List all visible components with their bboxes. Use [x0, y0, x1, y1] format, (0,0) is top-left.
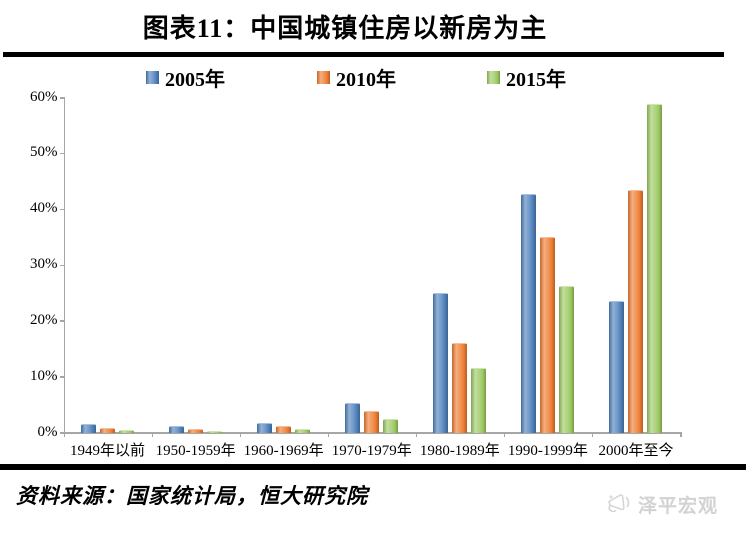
legend-swatch	[317, 70, 330, 84]
legend-label: 2005年	[165, 68, 225, 91]
legend-item-2015年: 2015年	[487, 66, 566, 91]
bar-2015年-1990-1999年	[559, 285, 575, 433]
title-divider-rule	[3, 52, 724, 57]
bar-2015年-1950-1959年	[207, 430, 223, 433]
y-tick	[59, 208, 64, 211]
x-axis-label: 2000年至今	[598, 443, 674, 459]
x-tick	[415, 432, 418, 437]
y-tick	[59, 152, 64, 155]
x-tick	[151, 432, 154, 437]
bar-2015年-1970-1979年	[383, 418, 399, 433]
chart-title: 图表11：中国城镇住房以新房为主	[142, 14, 548, 43]
y-tick	[59, 376, 64, 378]
x-tick	[680, 432, 682, 437]
bar-2015年-1960-1969年	[295, 428, 311, 433]
legend-item-2005年: 2005年	[146, 66, 225, 91]
source-note: 资料来源：国家统计局，恒大研究院	[16, 484, 368, 508]
legend-label: 2010年	[336, 68, 396, 91]
bar-2010年-1970-1979年	[364, 411, 380, 433]
megaphone-icon	[602, 488, 634, 520]
bar-2010年-1990-1999年	[540, 236, 556, 433]
x-axis-label: 1970-1979年	[331, 443, 412, 459]
bar-2015年-2000年至今	[647, 104, 663, 433]
x-axis-label: 1990-1999年	[507, 443, 588, 459]
x-axis-label: 1950-1959年	[155, 443, 236, 459]
y-tick	[59, 264, 64, 266]
y-tick	[59, 97, 64, 99]
watermark: 泽平宏观	[602, 488, 718, 520]
bar-2005年-1990-1999年	[521, 193, 537, 433]
bar-2005年-1949年以前	[81, 423, 97, 433]
bar-2005年-1970-1979年	[345, 402, 361, 433]
y-tick-label: 10%	[30, 367, 58, 384]
x-tick	[63, 432, 65, 437]
footer-divider-rule	[0, 464, 746, 470]
legend-swatch	[487, 70, 500, 84]
y-tick-label: 50%	[30, 144, 58, 161]
bar-2005年-2000年至今	[609, 300, 625, 433]
legend-item-2010年: 2010年	[317, 66, 396, 91]
y-tick-label: 30%	[30, 256, 58, 272]
x-axis-label: 1960-1969年	[243, 443, 324, 459]
x-axis-label: 1949年以前	[70, 443, 146, 459]
bar-2010年-1949年以前	[100, 428, 116, 433]
bar-2010年-1950-1959年	[188, 429, 204, 433]
y-tick	[59, 432, 64, 434]
x-tick	[239, 432, 242, 437]
bar-2005年-1980-1989年	[433, 292, 449, 433]
legend-swatch	[146, 70, 159, 84]
legend-label: 2015年	[506, 68, 566, 91]
bar-2005年-1960-1969年	[257, 423, 273, 433]
y-tick	[59, 320, 64, 322]
y-tick-label: 0%	[37, 423, 58, 440]
y-axis-line	[63, 97, 65, 436]
bar-2005年-1950-1959年	[169, 426, 185, 433]
bar-2010年-2000年至今	[628, 190, 644, 433]
bar-2015年-1949年以前	[119, 429, 135, 433]
y-tick-label: 60%	[30, 88, 58, 105]
x-tick	[591, 432, 594, 437]
bar-2010年-1960-1969年	[276, 426, 292, 433]
x-tick	[503, 432, 506, 437]
x-tick	[327, 432, 330, 437]
y-tick-label: 20%	[30, 311, 58, 328]
bar-2015年-1980-1989年	[471, 367, 487, 433]
x-axis-label: 1980-1989年	[419, 443, 500, 459]
y-tick-label: 40%	[30, 200, 58, 217]
watermark-label: 泽平宏观	[638, 495, 719, 517]
bar-2010年-1980-1989年	[452, 342, 468, 433]
